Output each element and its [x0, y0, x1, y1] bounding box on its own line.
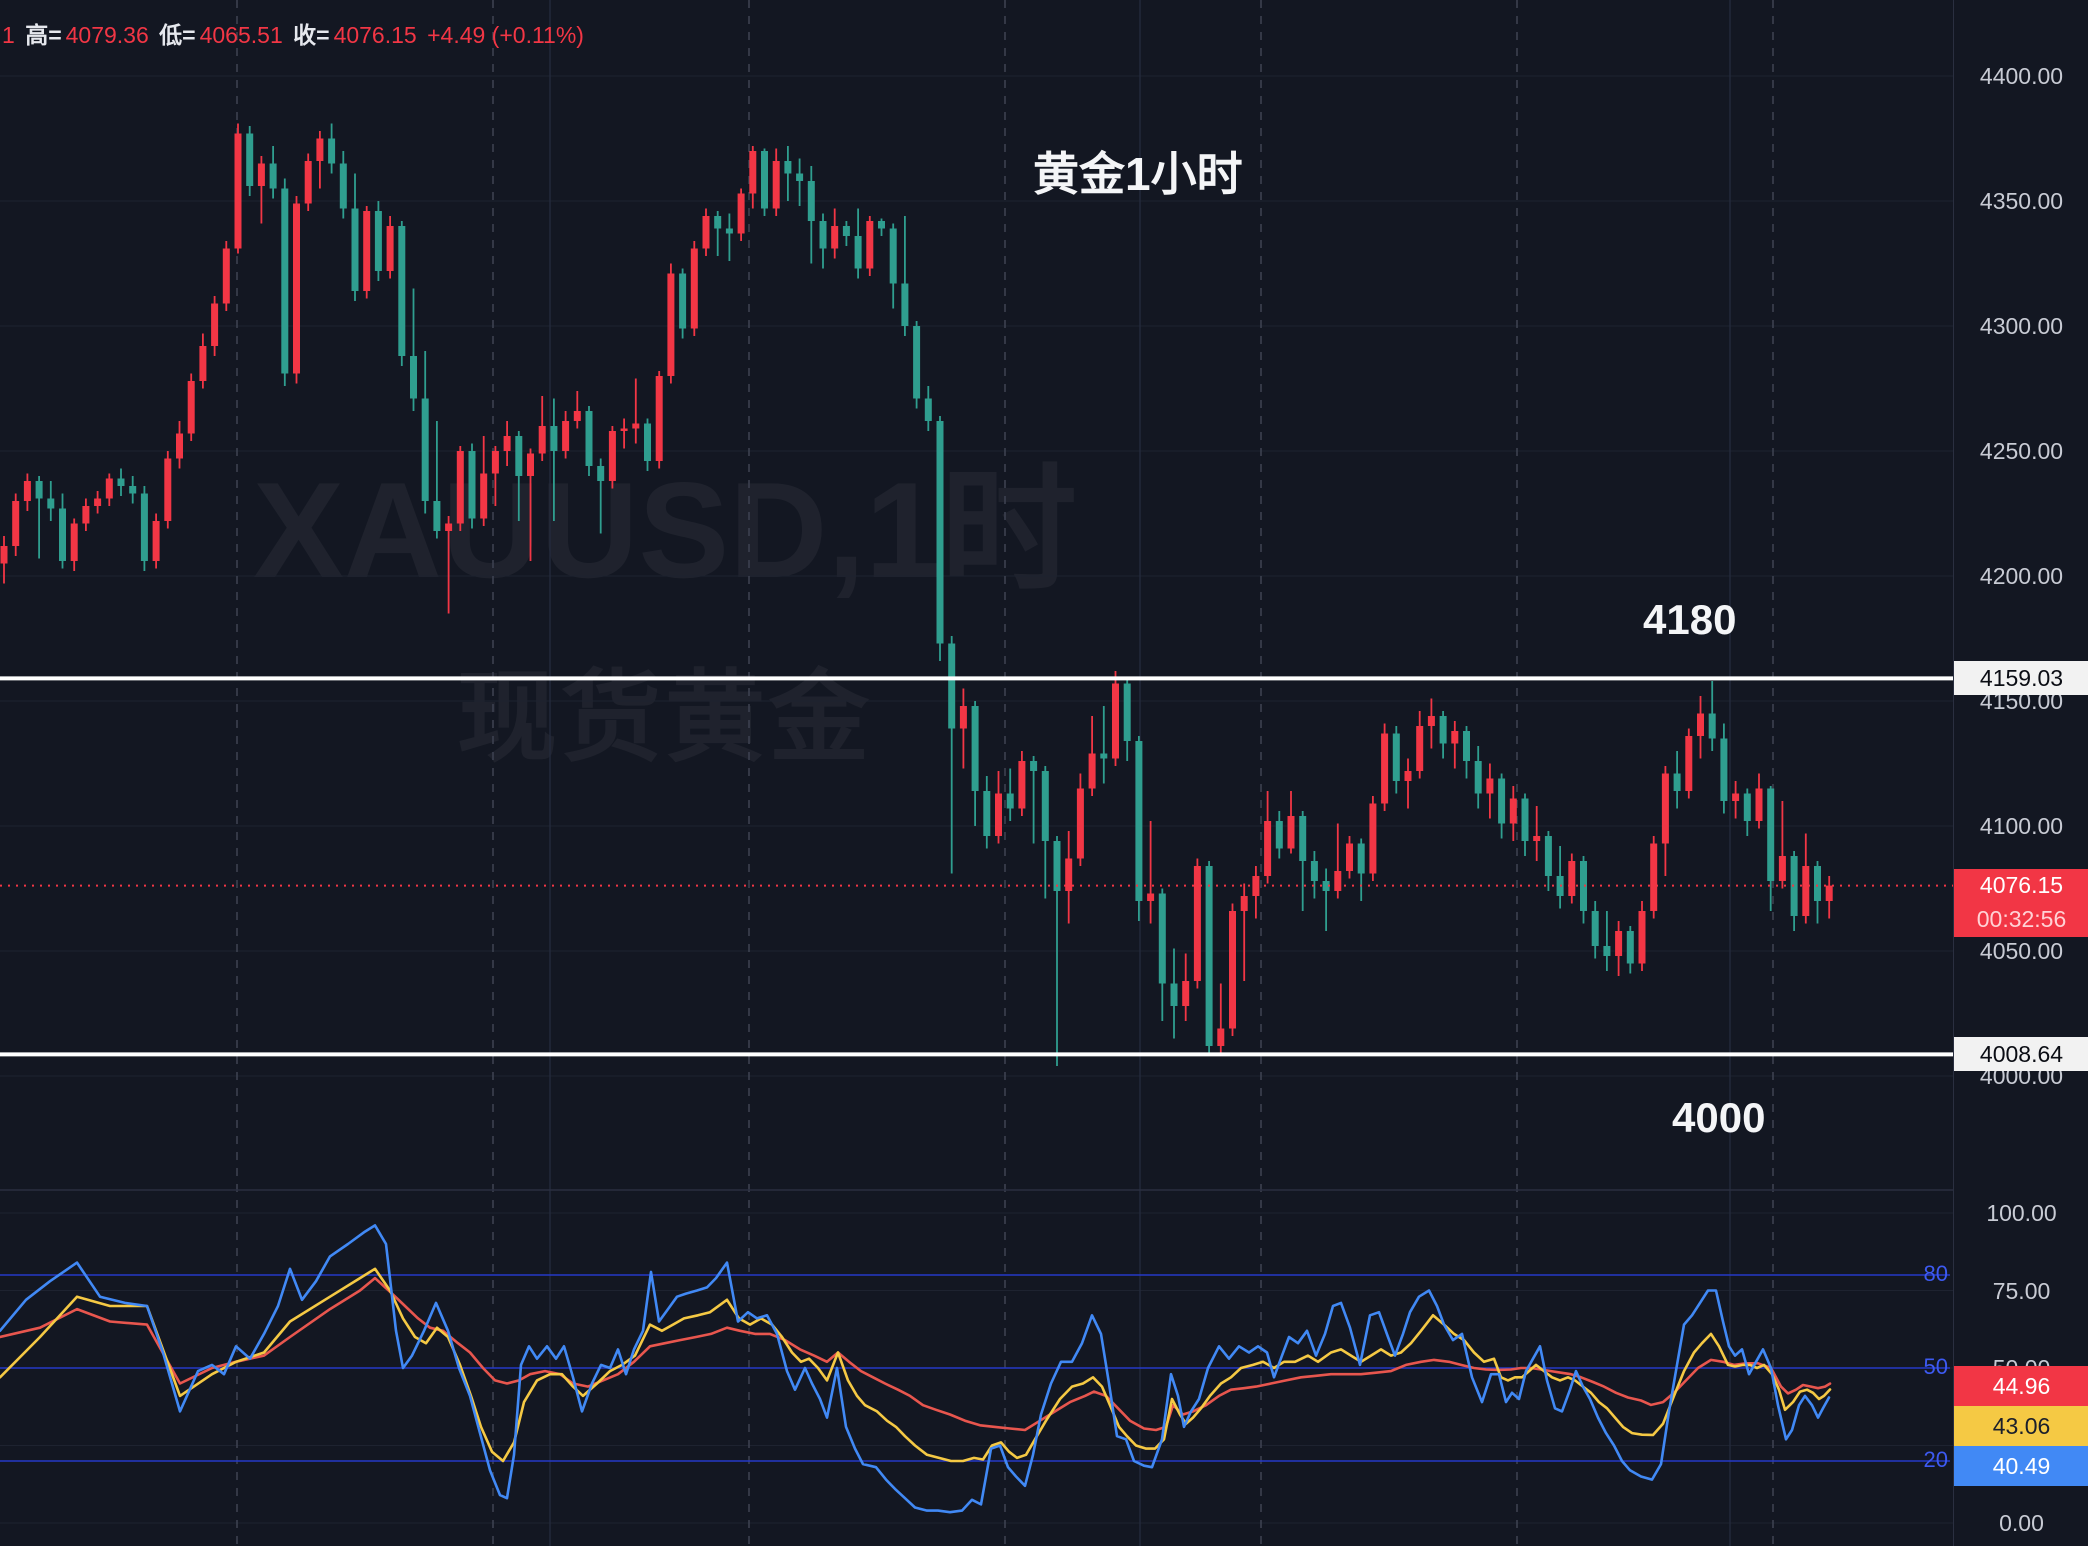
axis-tick-label: 4050.00 [1979, 938, 2064, 964]
ohlc-close-value: 4076.15 [333, 22, 417, 48]
axis-tick-label: 75.00 [1992, 1277, 2051, 1304]
ohlc-high-label: 高= [25, 22, 62, 48]
kdj-d-value-label: 44.96 [1954, 1366, 2088, 1406]
axis-tick-label: 0.00 [1999, 1510, 2044, 1536]
axis-tick-label: 4200.00 [1979, 563, 2064, 589]
ohlc-info-bar: 1 高= 4079.36 低= 4065.51 收= 4076.15 +4.49 (+… [2, 16, 588, 50]
axis-tick-label: 100.00 [1986, 1200, 2057, 1226]
lower-level-price-label: 4008.64 [1954, 1037, 2088, 1072]
axis-tick-label: 4100.00 [1979, 813, 2064, 839]
osc-level-label: 20 [1923, 1447, 1948, 1472]
price-axis[interactable]: 4159.03 4008.64 4076.15 00:32:56 44.96 4… [1953, 0, 2088, 1546]
axis-tick-label: 4400.00 [1979, 63, 2064, 89]
ohlc-close-label: 收= [293, 22, 330, 48]
kdj-j-value-label: 40.49 [1954, 1446, 2088, 1486]
axis-tick-label: 4350.00 [1979, 188, 2064, 214]
ohlc-open-fragment: 1 [2, 22, 15, 48]
axis-tick-label: 4250.00 [1979, 438, 2064, 464]
lower-level-annotation: 4000 [1672, 1094, 1766, 1141]
ohlc-low-label: 低= [159, 22, 196, 48]
ohlc-low-value: 4065.51 [199, 22, 283, 48]
osc-level-label: 80 [1923, 1261, 1948, 1286]
kdj-k-value-label: 43.06 [1954, 1406, 2088, 1446]
current-price-label: 4076.15 [1954, 868, 2088, 903]
osc-level-label: 50 [1923, 1354, 1948, 1379]
upper-level-annotation: 4180 [1643, 596, 1737, 643]
chart-title-label: 黄金1小时 [1033, 148, 1243, 200]
bar-countdown-label: 00:32:56 [1954, 902, 2088, 937]
axis-tick-label: 4300.00 [1979, 313, 2064, 339]
ohlc-change: +4.49 (+0.11%) [427, 22, 584, 48]
ohlc-high-value: 4079.36 [65, 22, 149, 48]
upper-level-price-label: 4159.03 [1954, 661, 2088, 696]
